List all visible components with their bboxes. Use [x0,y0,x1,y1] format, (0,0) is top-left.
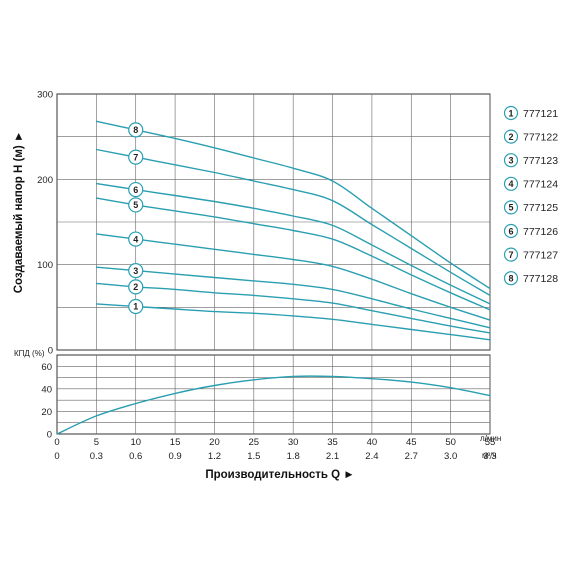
legend-number-7: 7 [508,250,513,260]
curve-marker-2 [128,279,144,295]
legend-marker-3 [503,153,519,168]
curve-marker-3 [128,263,144,279]
x-tick-lmin: 10 [130,437,141,448]
x-tick-lmin: 15 [170,437,181,448]
x-axis-label: Производительность Q ► [205,469,354,481]
legend-label-2: 777122 [523,131,558,143]
efficiency-curve [56,375,491,435]
efficiency-panel-grid [56,354,491,435]
legend-number-6: 6 [508,226,513,236]
x-tick-m3h: 3.0 [444,451,457,462]
head-curve-5 [96,197,491,311]
legend-marker-1 [503,105,519,121]
x-tick-m3h: 1.8 [287,451,300,462]
head-curve-6 [96,182,491,305]
curve-marker-label-3: 3 [133,266,138,276]
legend-number-3: 3 [508,156,513,166]
curve-marker-7 [128,149,144,165]
legend-label-8: 777128 [523,273,558,285]
x-tick-m3h: 0 [54,451,59,462]
x-tick-m3h: 0.9 [168,451,181,462]
legend-marker-7 [503,247,519,262]
legend-label-4: 777124 [523,179,558,191]
x-tick-m3h: 1.2 [208,451,221,462]
curve-marker-4 [128,231,144,247]
legend-number-2: 2 [508,132,513,142]
x-tick-lmin: 0 [54,437,59,448]
x-tick-lmin: 45 [406,437,417,448]
curve-marker-label-4: 4 [133,234,138,244]
legend-marker-4 [503,176,519,191]
curve-marker-6 [128,181,144,198]
head-y-tick-label: 100 [37,260,53,271]
x-tick-lmin: 50 [445,437,456,448]
legend-number-8: 8 [508,274,513,284]
x-unit-m3h: м³/ч [482,451,497,460]
x-unit-lmin: л/мин [480,434,501,443]
legend-number-4: 4 [508,179,513,189]
legend-marker-6 [503,223,519,239]
x-tick-m3h: 0.6 [129,451,142,462]
efficiency-y-tick-label: 60 [41,362,52,373]
legend-label-1: 777121 [523,108,558,120]
head-y-tick-label: 200 [37,175,53,186]
efficiency-curve-group [56,375,491,435]
head-curve-2 [96,282,491,334]
x-tick-lmin: 30 [288,437,299,448]
x-tick-lmin: 25 [249,437,260,448]
x-tick-m3h: 3.3 [483,451,496,462]
curve-marker-label-7: 7 [133,152,138,162]
x-tick-m3h: 2.7 [405,451,418,462]
x-tick-m3h: 2.4 [365,451,378,462]
curve-marker-label-6: 6 [133,185,138,195]
legend: 1 777121 2 777122 3 777123 4 777124 5 777125 6 7771… [503,105,558,286]
efficiency-y-tick-label: 40 [41,384,52,395]
legend-label-7: 777127 [523,249,558,261]
x-tick-lmin: 40 [367,437,378,448]
curve-marker-label-1: 1 [133,302,138,312]
head-curve-4 [96,233,491,321]
legend-marker-5 [503,200,519,215]
legend-label-6: 777126 [523,226,558,238]
x-tick-m3h: 2.1 [326,451,339,462]
x-tick-lmin: 5 [94,437,99,448]
curve-marker-8 [128,122,144,138]
x-tick-lmin: 20 [209,437,220,448]
head-curve-7 [96,148,491,297]
efficiency-y-tick-label: 0 [47,430,52,441]
curve-marker-label-5: 5 [133,200,138,210]
efficiency-y-tick-label: 20 [41,407,52,418]
efficiency-y-axis-label: КПД (%) [14,349,45,358]
head-y-axis-label: Создаваемый напор Н (м) ► [13,131,25,294]
head-y-tick-label: 300 [37,90,53,101]
x-ticks: 0 5 10 15 20 25 30 35 40 45 50 55 0 0.3 0.6 0.9 1.2 1.5 1.… [54,437,496,462]
legend-label-3: 777123 [523,155,558,167]
efficiency-panel-frame [56,354,491,435]
legend-number-5: 5 [508,203,513,213]
x-tick-m3h: 1.5 [247,451,260,462]
x-tick-lmin: 55 [485,437,496,448]
efficiency-y-ticks: 0 20 40 60 [41,362,52,441]
head-curve-8 [96,120,491,290]
head-y-tick-label: 0 [48,346,53,357]
head-curves: 1 2 3 4 5 6 7 8 [96,120,491,341]
curve-marker-label-2: 2 [133,282,138,292]
head-curve-1 [96,303,491,341]
head-panel-grid [56,93,491,351]
legend-marker-8 [503,271,519,286]
head-y-ticks: 0 100 200 300 [37,90,53,357]
legend-marker-2 [503,129,519,144]
curve-marker-label-8: 8 [133,125,138,135]
x-tick-lmin: 35 [327,437,338,448]
legend-number-1: 1 [508,108,513,118]
curve-marker-5 [128,197,144,213]
x-tick-m3h: 0.3 [90,451,103,462]
head-curve-3 [96,266,491,329]
legend-label-5: 777125 [523,202,558,214]
curve-marker-1 [128,298,144,315]
